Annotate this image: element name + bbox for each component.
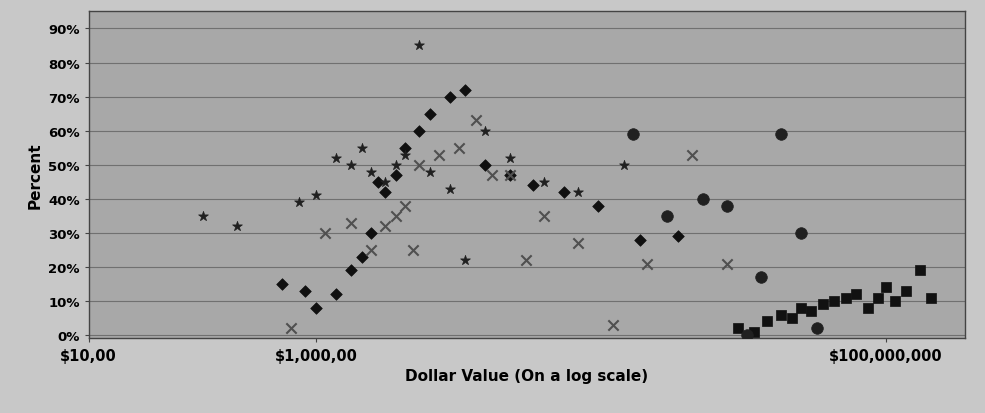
Point xyxy=(502,172,518,179)
Point xyxy=(397,203,413,209)
Point xyxy=(670,233,686,240)
Point xyxy=(405,247,421,254)
Point xyxy=(536,179,552,185)
Point xyxy=(362,247,378,254)
Point xyxy=(659,213,675,220)
Point xyxy=(912,267,928,274)
Point xyxy=(397,152,413,159)
Point xyxy=(343,162,359,169)
Point xyxy=(477,128,492,135)
Point xyxy=(719,261,735,267)
Point xyxy=(343,267,359,274)
Point xyxy=(695,196,711,203)
Point xyxy=(412,43,427,50)
Point xyxy=(898,288,914,294)
Point xyxy=(317,230,333,237)
Point xyxy=(377,179,393,185)
Point xyxy=(274,281,290,287)
Point xyxy=(773,131,789,138)
Point xyxy=(442,186,458,192)
Point xyxy=(362,230,378,237)
Point xyxy=(739,332,755,339)
Point xyxy=(793,230,809,237)
Point xyxy=(624,131,640,138)
Point xyxy=(388,172,404,179)
Point xyxy=(747,329,762,335)
Point xyxy=(362,169,378,176)
Point xyxy=(195,213,211,220)
Point xyxy=(784,315,800,322)
Point xyxy=(536,213,552,220)
Point xyxy=(431,152,447,159)
Point xyxy=(591,203,607,209)
Point xyxy=(639,261,655,267)
Point xyxy=(377,223,393,230)
Point xyxy=(860,305,876,311)
Point xyxy=(525,183,541,189)
Point xyxy=(570,189,586,196)
Point xyxy=(848,291,864,298)
Point xyxy=(308,192,324,199)
Point xyxy=(388,213,404,220)
Point xyxy=(570,240,586,247)
Point xyxy=(354,145,369,152)
Y-axis label: Percent: Percent xyxy=(28,142,42,209)
Point xyxy=(793,305,809,311)
Point xyxy=(605,322,621,328)
Point xyxy=(838,294,854,301)
X-axis label: Dollar Value (On a log scale): Dollar Value (On a log scale) xyxy=(406,368,648,383)
Point xyxy=(810,325,825,332)
Point xyxy=(343,220,359,226)
Point xyxy=(758,318,774,325)
Point xyxy=(284,325,299,332)
Point xyxy=(685,152,700,159)
Point xyxy=(329,155,345,162)
Point xyxy=(412,128,427,135)
Point xyxy=(557,189,572,196)
Point xyxy=(423,169,438,176)
Point xyxy=(773,311,789,318)
Point xyxy=(442,94,458,101)
Point xyxy=(803,308,819,315)
Point xyxy=(397,145,413,152)
Point xyxy=(923,294,939,301)
Point xyxy=(423,111,438,118)
Point xyxy=(477,162,492,169)
Point xyxy=(329,291,345,298)
Point xyxy=(886,298,902,304)
Point xyxy=(518,257,534,264)
Point xyxy=(825,298,841,304)
Point xyxy=(229,223,244,230)
Point xyxy=(878,285,893,291)
Point xyxy=(502,155,518,162)
Point xyxy=(753,274,768,281)
Point xyxy=(468,118,484,124)
Point xyxy=(297,288,313,294)
Point xyxy=(485,172,500,179)
Point xyxy=(388,162,404,169)
Point xyxy=(730,325,746,332)
Point xyxy=(457,257,473,264)
Point xyxy=(457,87,473,94)
Point xyxy=(502,172,518,179)
Point xyxy=(815,301,830,308)
Point xyxy=(291,199,306,206)
Point xyxy=(308,305,324,311)
Point xyxy=(870,294,886,301)
Point xyxy=(451,145,467,152)
Point xyxy=(616,162,631,169)
Point xyxy=(370,179,386,185)
Point xyxy=(632,237,648,243)
Point xyxy=(377,189,393,196)
Point xyxy=(719,203,735,209)
Point xyxy=(354,254,369,261)
Point xyxy=(412,162,427,169)
